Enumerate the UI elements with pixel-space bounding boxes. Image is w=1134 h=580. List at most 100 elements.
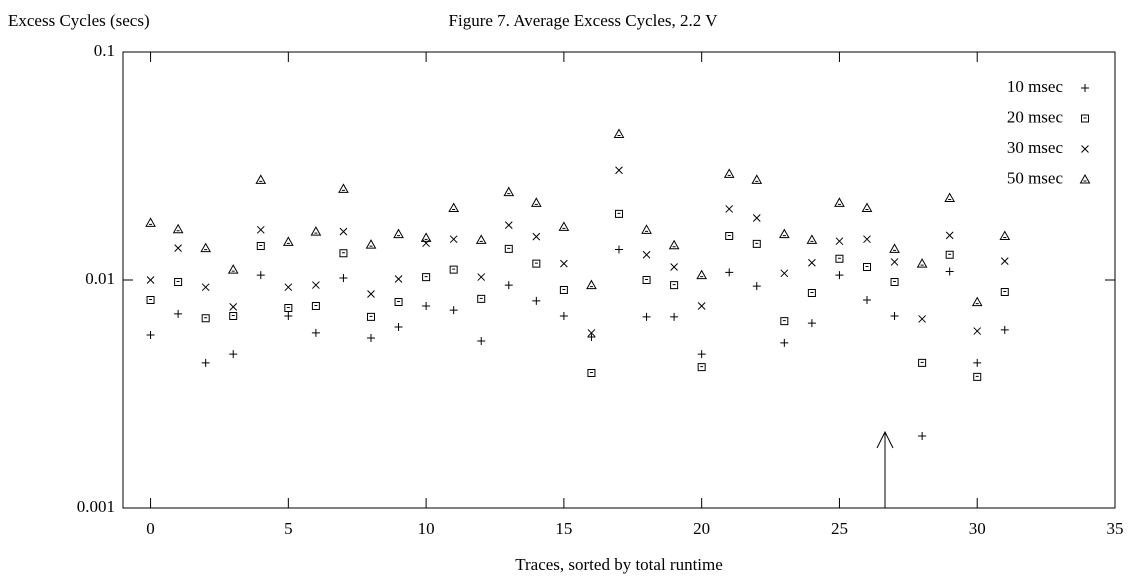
y-tick-label: 0.1 — [94, 41, 115, 60]
marker — [808, 258, 816, 267]
marker — [256, 271, 265, 280]
marker — [778, 228, 790, 239]
marker — [890, 258, 899, 266]
marker — [918, 315, 926, 323]
marker — [174, 278, 183, 286]
marker — [310, 226, 322, 236]
marker — [477, 337, 486, 346]
marker — [973, 327, 982, 335]
marker — [752, 239, 761, 248]
marker — [504, 244, 513, 253]
marker — [1000, 257, 1009, 265]
marker — [448, 202, 460, 212]
marker — [504, 281, 513, 290]
marker — [697, 350, 706, 359]
marker — [642, 312, 651, 321]
x-tick-label: 0 — [146, 519, 155, 538]
marker — [256, 225, 265, 234]
marker — [229, 303, 238, 311]
marker — [780, 317, 789, 326]
marker — [697, 363, 706, 372]
marker — [449, 306, 458, 315]
x-tick-label: 15 — [555, 519, 572, 538]
marker — [339, 227, 348, 236]
marker — [615, 245, 623, 254]
marker — [560, 259, 568, 268]
marker — [863, 263, 871, 272]
legend-label: 30 msec — [1007, 138, 1064, 157]
x-tick-label: 20 — [693, 519, 710, 538]
marker — [422, 239, 430, 248]
marker — [973, 372, 982, 381]
marker — [971, 296, 983, 307]
marker — [642, 276, 651, 284]
marker — [780, 269, 789, 278]
marker — [422, 273, 431, 282]
marker — [861, 202, 873, 212]
marker — [751, 174, 763, 184]
marker — [918, 431, 927, 440]
marker — [449, 265, 458, 274]
marker — [586, 279, 597, 290]
marker — [174, 309, 183, 318]
marker — [394, 275, 403, 283]
marker — [918, 358, 927, 367]
plot-frame — [122, 51, 1116, 509]
marker — [449, 235, 458, 244]
marker — [916, 258, 928, 268]
marker — [255, 174, 267, 184]
marker — [835, 271, 844, 280]
marker — [1000, 287, 1009, 296]
x-tick-label: 5 — [284, 519, 293, 538]
marker — [587, 329, 596, 337]
marker — [532, 232, 541, 241]
marker — [477, 273, 486, 281]
marker — [615, 166, 623, 175]
marker — [752, 214, 761, 222]
legend-marker — [1081, 84, 1089, 92]
marker — [477, 294, 486, 303]
marker — [284, 283, 293, 292]
marker — [311, 328, 320, 337]
marker — [146, 276, 155, 284]
marker — [807, 319, 816, 328]
marker — [780, 338, 789, 347]
marker — [256, 241, 265, 250]
marker — [999, 230, 1011, 240]
marker — [420, 232, 432, 242]
marker — [725, 205, 734, 213]
marker — [696, 269, 708, 280]
marker — [338, 183, 349, 193]
marker — [394, 297, 403, 306]
marker — [559, 285, 568, 294]
y-axis-title: Excess Cycles (secs) — [8, 11, 150, 30]
marker — [835, 237, 844, 246]
legend-label: 10 msec — [1007, 77, 1064, 96]
marker — [367, 333, 375, 342]
marker — [146, 330, 155, 339]
marker — [863, 296, 871, 305]
marker — [503, 186, 515, 197]
marker — [365, 239, 377, 249]
marker — [725, 231, 734, 240]
marker — [807, 288, 816, 297]
marker — [174, 244, 182, 252]
marker — [558, 221, 570, 231]
y-tick-label: 0.001 — [77, 497, 115, 516]
marker — [530, 197, 542, 207]
marker — [697, 302, 706, 310]
marker — [559, 312, 568, 321]
marker — [367, 312, 375, 321]
marker — [311, 302, 320, 311]
marker — [890, 312, 899, 321]
legend-marker — [1079, 173, 1091, 184]
marker — [642, 250, 651, 259]
marker — [393, 228, 404, 239]
marker — [890, 278, 899, 286]
marker — [863, 235, 871, 244]
marker — [670, 312, 679, 321]
marker — [668, 239, 680, 250]
legend-marker — [1081, 145, 1089, 153]
marker — [475, 234, 487, 244]
